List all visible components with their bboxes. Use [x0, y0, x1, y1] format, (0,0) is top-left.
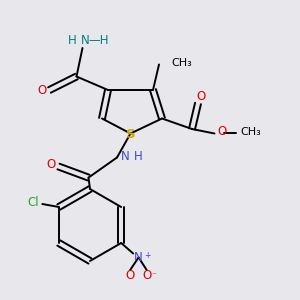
Text: O: O	[196, 90, 206, 104]
Text: O: O	[218, 125, 227, 139]
Text: S: S	[126, 128, 135, 142]
Text: +: +	[144, 250, 151, 260]
Text: H: H	[134, 149, 143, 163]
Text: O: O	[46, 158, 56, 172]
Text: O: O	[38, 83, 46, 97]
Text: H: H	[68, 34, 76, 47]
Text: N: N	[121, 149, 130, 163]
Text: N: N	[134, 251, 143, 264]
Text: Cl: Cl	[28, 196, 39, 209]
Text: CH₃: CH₃	[172, 58, 192, 68]
Text: CH₃: CH₃	[240, 127, 261, 137]
Text: —H: —H	[89, 34, 109, 47]
Text: ⁻: ⁻	[152, 271, 157, 280]
Text: O: O	[126, 269, 135, 282]
Text: O: O	[142, 269, 151, 282]
Text: N: N	[80, 34, 89, 47]
